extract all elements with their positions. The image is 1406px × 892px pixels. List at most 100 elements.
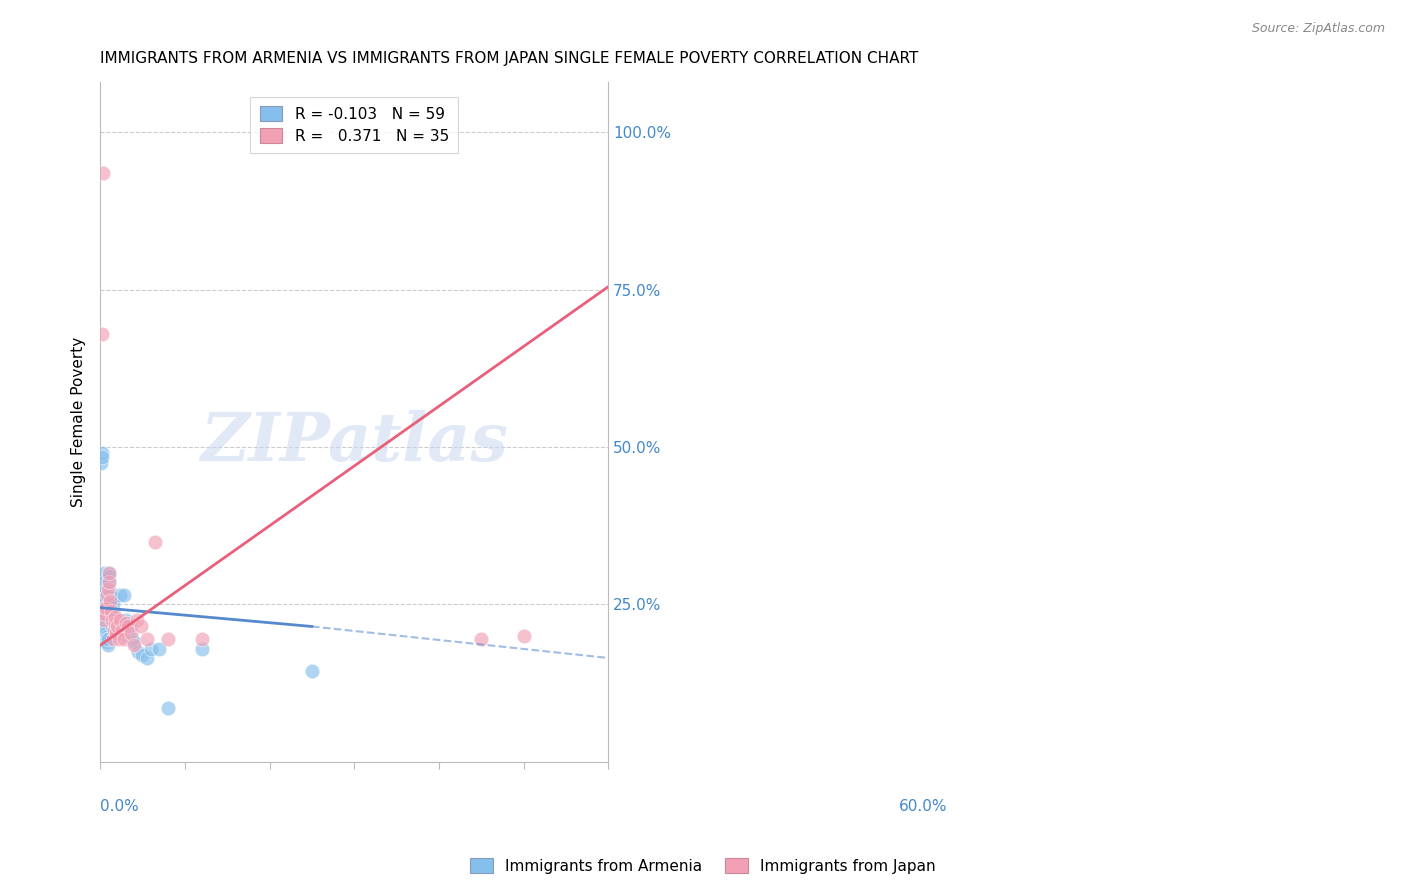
Point xyxy=(98,598,121,612)
Point xyxy=(104,619,127,633)
Point xyxy=(103,607,125,621)
Point xyxy=(94,610,117,624)
Point xyxy=(135,651,157,665)
Point xyxy=(97,566,120,580)
Point xyxy=(90,326,112,341)
Point xyxy=(112,632,135,646)
Point xyxy=(90,450,112,464)
Point xyxy=(143,534,166,549)
Point xyxy=(93,600,115,615)
Point xyxy=(94,607,117,621)
Point xyxy=(97,575,120,590)
Legend: R = -0.103   N = 59, R =   0.371   N = 35: R = -0.103 N = 59, R = 0.371 N = 35 xyxy=(250,96,458,153)
Point xyxy=(131,648,153,662)
Point xyxy=(94,600,117,615)
Point xyxy=(139,641,162,656)
Point xyxy=(98,566,121,580)
Point xyxy=(101,598,124,612)
Point xyxy=(91,166,114,180)
Text: ZIPatlas: ZIPatlas xyxy=(200,409,508,475)
Point xyxy=(120,625,142,640)
Point xyxy=(110,623,132,637)
Point xyxy=(98,588,121,602)
Legend: Immigrants from Armenia, Immigrants from Japan: Immigrants from Armenia, Immigrants from… xyxy=(464,852,942,880)
Point xyxy=(107,616,129,631)
Point xyxy=(470,632,492,646)
Y-axis label: Single Female Poverty: Single Female Poverty xyxy=(72,337,86,507)
Point xyxy=(135,632,157,646)
Point xyxy=(94,625,117,640)
Point xyxy=(191,632,214,646)
Point xyxy=(114,613,136,627)
Point xyxy=(103,616,125,631)
Point xyxy=(98,594,121,608)
Point xyxy=(93,598,115,612)
Point xyxy=(114,616,136,631)
Point xyxy=(98,594,121,608)
Point xyxy=(121,632,143,646)
Point xyxy=(97,632,120,646)
Point xyxy=(94,616,117,631)
Point xyxy=(105,625,128,640)
Point xyxy=(105,619,128,633)
Point xyxy=(105,613,128,627)
Point xyxy=(98,582,121,596)
Point xyxy=(100,607,122,621)
Point xyxy=(107,632,129,646)
Point xyxy=(127,645,149,659)
Point xyxy=(96,629,118,643)
Point xyxy=(111,623,134,637)
Point xyxy=(96,632,118,646)
Point xyxy=(115,629,138,643)
Text: 0.0%: 0.0% xyxy=(100,799,139,814)
Point xyxy=(117,619,139,633)
Point xyxy=(112,588,135,602)
Point xyxy=(90,456,112,470)
Point xyxy=(93,575,115,590)
Point xyxy=(97,638,120,652)
Point xyxy=(96,635,118,649)
Point xyxy=(97,569,120,583)
Point xyxy=(107,619,129,633)
Point xyxy=(93,613,115,627)
Text: Source: ZipAtlas.com: Source: ZipAtlas.com xyxy=(1251,22,1385,36)
Point xyxy=(96,588,118,602)
Point xyxy=(91,632,114,646)
Point xyxy=(111,616,134,631)
Point xyxy=(94,623,117,637)
Point xyxy=(129,619,152,633)
Point xyxy=(148,641,170,656)
Point xyxy=(94,613,117,627)
Point xyxy=(97,582,120,596)
Point xyxy=(93,591,115,606)
Point xyxy=(100,613,122,627)
Point xyxy=(101,591,124,606)
Point xyxy=(301,664,323,678)
Point xyxy=(93,585,115,599)
Point xyxy=(122,638,145,652)
Point xyxy=(512,629,534,643)
Point xyxy=(101,613,124,627)
Point xyxy=(156,701,179,715)
Point xyxy=(104,610,127,624)
Point xyxy=(118,619,141,633)
Text: 60.0%: 60.0% xyxy=(898,799,948,814)
Point xyxy=(103,623,125,637)
Point xyxy=(97,575,120,590)
Point xyxy=(122,635,145,649)
Point xyxy=(105,623,128,637)
Text: IMMIGRANTS FROM ARMENIA VS IMMIGRANTS FROM JAPAN SINGLE FEMALE POVERTY CORRELATI: IMMIGRANTS FROM ARMENIA VS IMMIGRANTS FR… xyxy=(100,51,918,66)
Point xyxy=(93,600,115,615)
Point xyxy=(101,619,124,633)
Point xyxy=(103,616,125,631)
Point xyxy=(191,641,214,656)
Point xyxy=(101,632,124,646)
Point xyxy=(127,613,149,627)
Point xyxy=(91,629,114,643)
Point xyxy=(156,632,179,646)
Point xyxy=(91,619,114,633)
Point xyxy=(93,566,115,580)
Point xyxy=(108,588,131,602)
Point xyxy=(90,446,112,460)
Point xyxy=(100,604,122,618)
